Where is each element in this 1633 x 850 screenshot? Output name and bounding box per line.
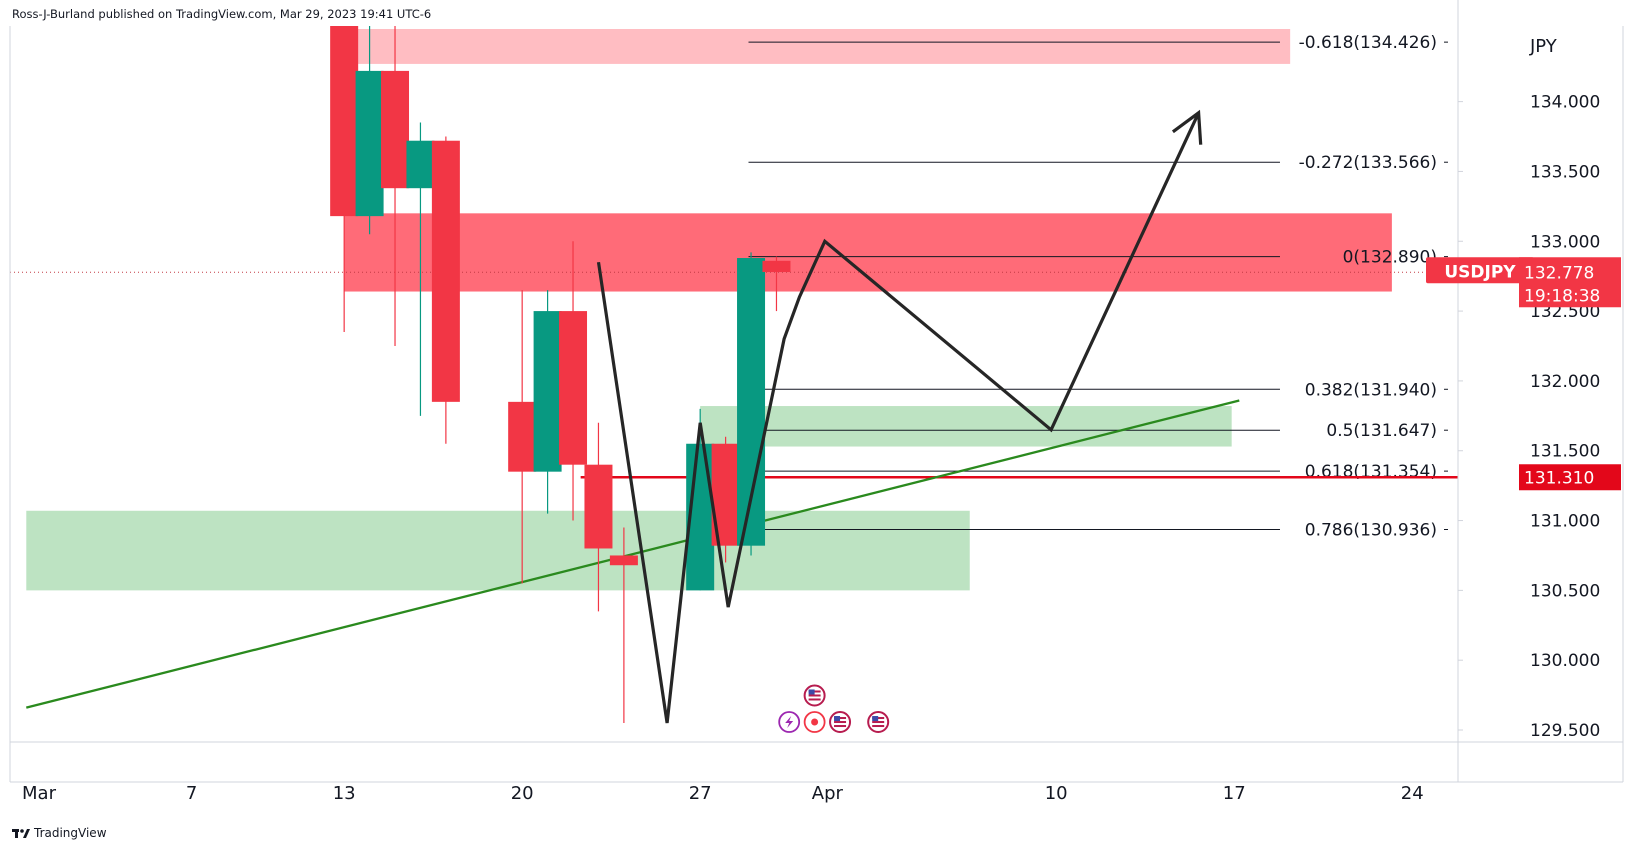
y-tick-label-2: 133.000 bbox=[1530, 232, 1600, 252]
level-price-label: 131.310 bbox=[1524, 468, 1594, 488]
zone-3 bbox=[26, 510, 970, 591]
us-flag-stripe-b-3 bbox=[834, 721, 847, 724]
candle-body-13 bbox=[762, 260, 791, 272]
y-tick-label-9: 129.500 bbox=[1530, 721, 1600, 741]
us-flag-canton-4 bbox=[872, 716, 879, 722]
us-flag-canton-0 bbox=[808, 689, 815, 695]
lightning-bolt-1 bbox=[785, 716, 794, 729]
price-tags-layer: USDJPY 132.778 19:18:38 131.310 bbox=[1426, 257, 1621, 491]
candle-body-7 bbox=[559, 311, 588, 465]
projection-path bbox=[596, 112, 1201, 724]
y-tick-label-7: 130.500 bbox=[1530, 581, 1600, 601]
fib-label-6: 0.786(130.936) bbox=[1305, 520, 1437, 540]
candle-body-4 bbox=[431, 140, 460, 402]
zone-0 bbox=[339, 29, 1291, 64]
us-flag-stripe-c-3 bbox=[834, 725, 847, 728]
fibonacci-layer: -0.618(134.426) -0.272(133.566) 0(132.890)… bbox=[748, 33, 1448, 540]
y-tick-label-6: 131.000 bbox=[1530, 512, 1600, 532]
fib-label-0: -0.618(134.426) bbox=[1299, 33, 1437, 53]
y-tick-label-1: 133.500 bbox=[1530, 162, 1600, 182]
x-tick-label-2: 13 bbox=[333, 783, 356, 804]
brand-label: TradingView bbox=[34, 826, 107, 840]
currency-label: JPY bbox=[1529, 36, 1558, 57]
countdown-label: 19:18:38 bbox=[1524, 286, 1600, 306]
y-tick-label-0: 134.000 bbox=[1530, 93, 1600, 113]
x-tick-label-4: 27 bbox=[689, 783, 712, 804]
x-tick-label-6: 10 bbox=[1045, 783, 1068, 804]
candle-body-0 bbox=[330, 26, 359, 217]
us-flag-stripe-b-4 bbox=[872, 721, 885, 724]
fib-label-2: 0(132.890) bbox=[1343, 248, 1437, 268]
level-price-tag bbox=[1519, 464, 1621, 491]
y-tick-label-4: 132.000 bbox=[1530, 372, 1600, 392]
fib-label-3: 0.382(131.940) bbox=[1305, 380, 1437, 400]
symbol-tag bbox=[1426, 257, 1534, 284]
axes-layer: JPY134.000133.500133.000132.500132.00013… bbox=[9, 0, 1624, 804]
zone-2 bbox=[700, 406, 1232, 447]
us-flag-stripe-c-4 bbox=[872, 725, 885, 728]
trendline bbox=[26, 399, 1240, 709]
y-tick-label-8: 130.000 bbox=[1530, 651, 1600, 671]
candle-body-1 bbox=[355, 70, 384, 217]
zone-1 bbox=[344, 213, 1392, 292]
us-flag-stripe-b-0 bbox=[808, 694, 821, 697]
x-tick-label-7: 17 bbox=[1223, 783, 1246, 804]
us-flag-canton-3 bbox=[834, 716, 841, 722]
fib-label-1: -0.272(133.566) bbox=[1299, 153, 1437, 173]
candle-body-3 bbox=[406, 140, 435, 189]
events-layer bbox=[778, 684, 890, 734]
x-tick-label-0: Mar bbox=[22, 783, 57, 804]
symbol-tag-label: USDJPY bbox=[1444, 262, 1516, 282]
x-tick-label-1: 7 bbox=[186, 783, 197, 804]
fib-label-5: 0.618(131.354) bbox=[1305, 462, 1437, 482]
x-tick-label-5: Apr bbox=[812, 783, 844, 804]
x-tick-label-3: 20 bbox=[511, 783, 534, 804]
candle-body-5 bbox=[508, 401, 537, 472]
tradingview-logo-icon bbox=[12, 829, 30, 838]
publish-attribution: Ross-J-Burland published on TradingView.… bbox=[12, 7, 432, 21]
tradingview-brand: TradingView bbox=[12, 826, 107, 840]
trendline-layer bbox=[26, 399, 1240, 709]
fib-label-4: 0.5(131.647) bbox=[1326, 421, 1437, 441]
projection-path-layer bbox=[596, 109, 1203, 724]
current-price-tag bbox=[1519, 257, 1621, 308]
y-tick-label-5: 131.500 bbox=[1530, 442, 1600, 462]
candle-body-6 bbox=[533, 311, 562, 472]
us-flag-stripe-c-0 bbox=[808, 698, 821, 701]
zones-layer bbox=[26, 29, 1392, 591]
x-tick-label-8: 24 bbox=[1401, 783, 1424, 804]
candle-body-8 bbox=[584, 464, 613, 549]
projection-arrowhead bbox=[1171, 109, 1203, 145]
candles-layer bbox=[330, 26, 791, 724]
event-dot-center-2 bbox=[811, 718, 819, 726]
candle-body-9 bbox=[609, 555, 638, 566]
candle-body-2 bbox=[381, 70, 410, 189]
current-price-label: 132.778 bbox=[1524, 263, 1594, 283]
